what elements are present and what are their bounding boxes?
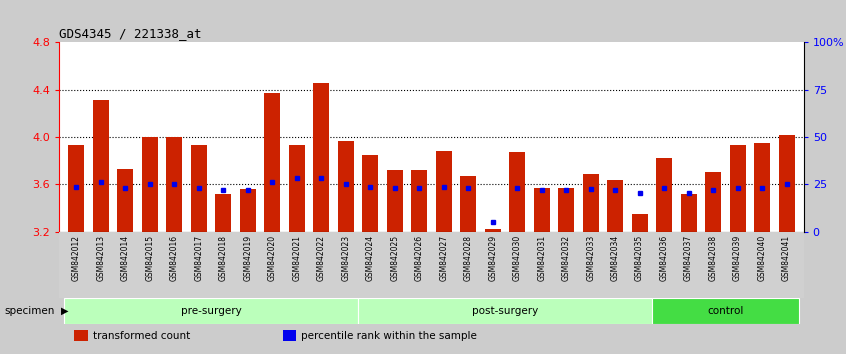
Bar	[583, 174, 599, 232]
Bar	[652, 298, 799, 324]
Bar	[681, 194, 696, 232]
Text: GSM842015: GSM842015	[146, 235, 154, 281]
Text: percentile rank within the sample: percentile rank within the sample	[301, 331, 477, 341]
Text: GSM842039: GSM842039	[733, 235, 742, 281]
Bar	[362, 155, 378, 232]
Text: GSM842036: GSM842036	[660, 235, 668, 281]
Text: GSM842037: GSM842037	[684, 235, 693, 281]
Text: transformed count: transformed count	[93, 331, 190, 341]
Bar	[93, 101, 109, 232]
Text: specimen: specimen	[4, 306, 55, 316]
Bar	[283, 330, 296, 341]
Text: GSM842029: GSM842029	[488, 235, 497, 281]
Text: GSM842025: GSM842025	[390, 235, 399, 281]
Text: GSM842014: GSM842014	[121, 235, 129, 281]
Bar	[74, 330, 87, 341]
Bar	[729, 145, 745, 232]
Text: GSM842033: GSM842033	[586, 235, 595, 281]
Bar	[436, 151, 452, 232]
Text: GSM842016: GSM842016	[170, 235, 179, 281]
Text: GSM842030: GSM842030	[513, 235, 522, 281]
Text: GSM842026: GSM842026	[415, 235, 424, 281]
Text: GSM842031: GSM842031	[537, 235, 547, 281]
Text: GSM842041: GSM842041	[782, 235, 791, 281]
Text: GSM842012: GSM842012	[72, 235, 81, 281]
Text: GSM842022: GSM842022	[316, 235, 326, 281]
Text: GSM842013: GSM842013	[96, 235, 106, 281]
Bar	[607, 179, 624, 232]
Bar	[69, 145, 85, 232]
Bar	[64, 298, 358, 324]
Text: control: control	[707, 306, 744, 316]
Bar	[778, 135, 794, 232]
Text: GSM842018: GSM842018	[219, 235, 228, 281]
Bar	[411, 170, 427, 232]
Text: GDS4345 / 221338_at: GDS4345 / 221338_at	[59, 27, 201, 40]
Bar	[358, 298, 652, 324]
Text: GSM842028: GSM842028	[464, 235, 473, 281]
Bar	[167, 137, 182, 232]
Text: GSM842035: GSM842035	[635, 235, 644, 281]
Bar	[460, 176, 476, 232]
Bar	[338, 141, 354, 232]
Text: GSM842034: GSM842034	[611, 235, 619, 281]
Text: GSM842040: GSM842040	[757, 235, 766, 281]
Bar	[558, 188, 574, 232]
Text: GSM842020: GSM842020	[268, 235, 277, 281]
Text: GSM842023: GSM842023	[341, 235, 350, 281]
Text: GSM842021: GSM842021	[292, 235, 301, 281]
Text: post-surgery: post-surgery	[472, 306, 538, 316]
Bar	[534, 188, 550, 232]
Bar	[239, 189, 255, 232]
Bar	[632, 214, 647, 232]
Bar	[313, 83, 329, 232]
Bar	[264, 93, 280, 232]
Text: ▶: ▶	[61, 306, 69, 316]
Bar	[387, 170, 403, 232]
Bar	[288, 145, 305, 232]
Text: pre-surgery: pre-surgery	[181, 306, 241, 316]
Text: GSM842027: GSM842027	[439, 235, 448, 281]
Text: GSM842038: GSM842038	[709, 235, 717, 281]
Bar	[118, 169, 134, 232]
Bar	[142, 137, 158, 232]
Text: GSM842019: GSM842019	[244, 235, 252, 281]
Bar	[191, 145, 206, 232]
Bar	[509, 152, 525, 232]
Text: GSM842024: GSM842024	[365, 235, 375, 281]
Bar	[754, 143, 770, 232]
Bar	[656, 158, 672, 232]
Bar	[485, 229, 501, 232]
Text: GSM842032: GSM842032	[562, 235, 571, 281]
Text: GSM842017: GSM842017	[195, 235, 203, 281]
Bar	[216, 194, 231, 232]
Bar	[705, 172, 721, 232]
